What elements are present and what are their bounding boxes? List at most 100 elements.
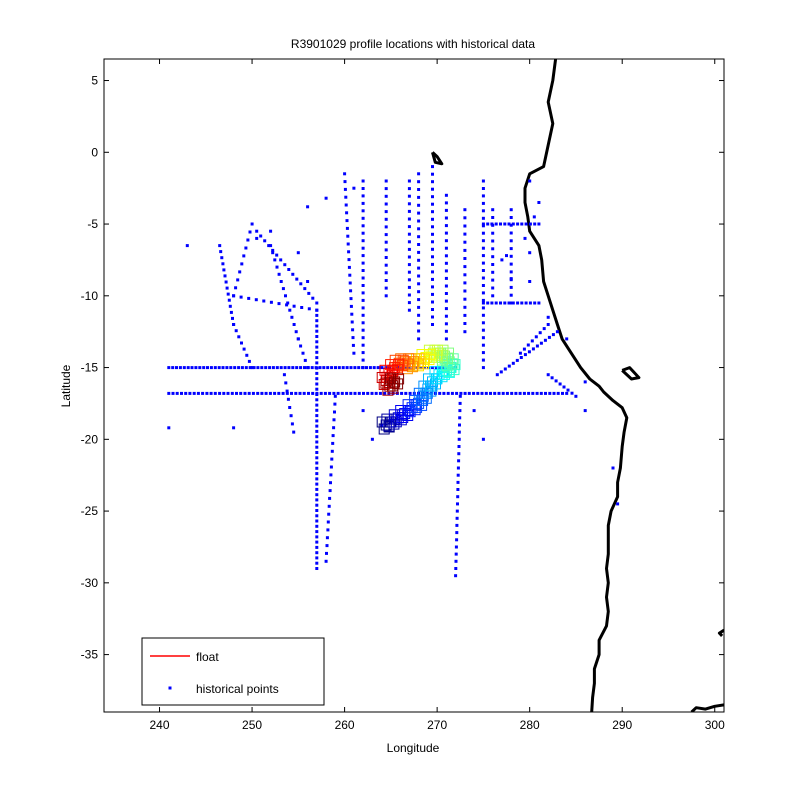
- historical-point: [481, 261, 485, 265]
- historical-point: [403, 366, 407, 370]
- historical-point: [514, 391, 518, 395]
- historical-point: [407, 187, 411, 191]
- historical-point: [442, 391, 446, 395]
- historical-point: [232, 294, 236, 298]
- historical-point: [349, 297, 353, 301]
- historical-point: [361, 328, 365, 332]
- historical-point: [324, 559, 328, 563]
- historical-point: [250, 222, 254, 226]
- historical-point: [527, 350, 531, 354]
- historical-point: [269, 300, 273, 304]
- historical-point: [292, 430, 296, 434]
- float-profile-marker: [437, 366, 449, 378]
- float-profile-marker: [403, 405, 415, 416]
- historical-point: [457, 430, 461, 434]
- historical-point: [295, 366, 299, 370]
- historical-point: [497, 391, 501, 395]
- y-axis-label: Latitude: [59, 364, 73, 407]
- historical-point: [467, 391, 471, 395]
- historical-point: [185, 244, 189, 248]
- historical-point: [175, 366, 178, 370]
- historical-point: [299, 366, 303, 370]
- historical-point: [431, 225, 434, 229]
- historical-point: [167, 426, 171, 430]
- historical-point: [408, 391, 412, 395]
- historical-point: [326, 366, 330, 370]
- historical-point: [455, 523, 459, 527]
- historical-point: [232, 426, 236, 430]
- historical-point: [269, 244, 273, 248]
- historical-point: [509, 270, 513, 274]
- historical-point: [491, 294, 495, 298]
- historical-point: [328, 391, 332, 395]
- historical-point: [384, 179, 388, 183]
- y-tick-label: -35: [81, 648, 99, 662]
- historical-point: [319, 391, 323, 395]
- historical-point: [376, 366, 380, 370]
- historical-point: [269, 229, 273, 233]
- historical-point: [444, 208, 448, 212]
- historical-point: [315, 419, 319, 423]
- historical-point: [217, 366, 221, 370]
- historical-point: [315, 519, 319, 523]
- coastline-segment: [621, 366, 641, 381]
- historical-point: [294, 391, 298, 395]
- historical-point: [384, 279, 388, 282]
- historical-point: [315, 301, 319, 305]
- y-tick-label: 5: [91, 74, 98, 88]
- historical-point: [463, 330, 467, 334]
- historical-point: [353, 391, 357, 395]
- historical-point: [509, 293, 513, 297]
- historical-point: [247, 296, 251, 300]
- historical-point: [348, 281, 352, 285]
- historical-point: [233, 366, 237, 370]
- historical-point: [509, 277, 513, 281]
- historical-point: [362, 391, 365, 395]
- historical-point: [361, 224, 365, 228]
- historical-point: [361, 246, 365, 250]
- historical-point: [267, 244, 271, 248]
- historical-point: [273, 258, 277, 262]
- historical-point: [190, 366, 194, 370]
- historical-point: [457, 437, 461, 441]
- historical-point: [472, 391, 476, 395]
- historical-point: [285, 303, 289, 307]
- historical-point: [248, 366, 252, 370]
- historical-point: [431, 247, 434, 251]
- historical-point: [554, 379, 558, 383]
- historical-point: [444, 269, 448, 273]
- float-profile-marker: [387, 364, 399, 376]
- historical-point: [419, 366, 423, 370]
- historical-point: [407, 270, 411, 274]
- historical-point: [260, 366, 264, 370]
- historical-point: [374, 391, 378, 395]
- historical-point: [481, 291, 485, 295]
- historical-point: [458, 394, 462, 398]
- historical-point: [417, 290, 421, 294]
- historical-point: [444, 261, 448, 265]
- historical-point: [407, 308, 411, 312]
- historical-point: [384, 256, 388, 259]
- historical-point: [343, 180, 347, 184]
- historical-point: [399, 366, 403, 370]
- historical-point: [547, 335, 551, 339]
- historical-point: [248, 230, 252, 234]
- float-profile-marker: [393, 359, 405, 371]
- historical-point: [509, 285, 513, 289]
- historical-point: [481, 209, 485, 213]
- historical-point: [315, 398, 319, 402]
- historical-point: [285, 389, 289, 393]
- historical-point: [463, 281, 467, 285]
- x-tick-label: 280: [520, 718, 540, 732]
- historical-point: [481, 298, 485, 302]
- historical-point: [326, 528, 330, 532]
- historical-point: [556, 391, 560, 395]
- historical-point: [290, 315, 294, 319]
- historical-point: [500, 258, 504, 262]
- x-tick-label: 250: [242, 718, 262, 732]
- historical-point: [283, 263, 287, 267]
- historical-point: [407, 293, 411, 297]
- historical-point: [315, 487, 319, 491]
- historical-point: [234, 286, 238, 290]
- historical-point: [246, 238, 250, 242]
